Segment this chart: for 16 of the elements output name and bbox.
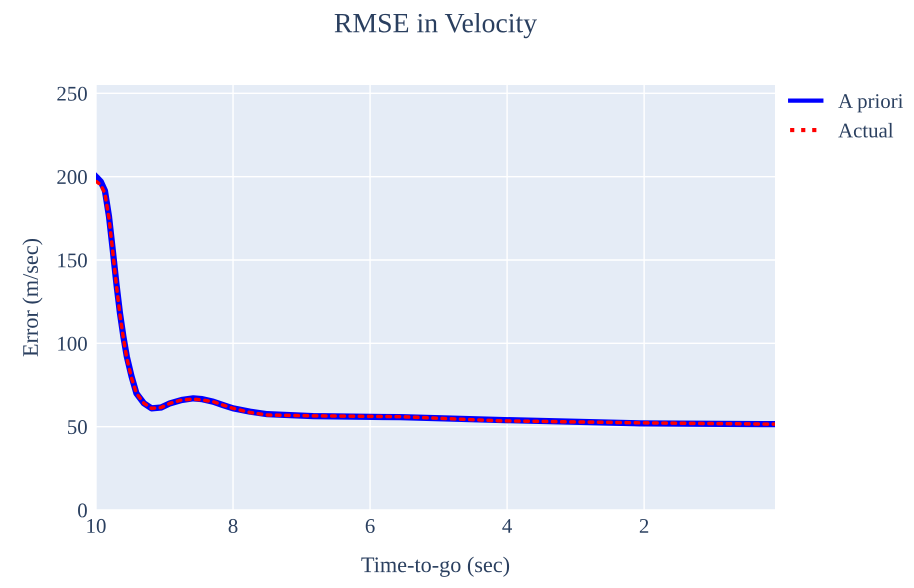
x-tick-label: 8 [228, 518, 238, 533]
x-tick-label: 10 [87, 518, 106, 533]
legend-label: Actual [838, 122, 894, 138]
chart-title: RMSE in Velocity [334, 12, 537, 38]
y-tick-label: 100 [58, 336, 87, 351]
x-tick-label: 4 [502, 519, 512, 533]
x-tick-label: 2 [640, 518, 648, 533]
y-tick-label: 250 [57, 86, 87, 101]
x-axis-title: Time-to-go (sec) [361, 556, 510, 577]
y-tick-label: 50 [68, 420, 87, 434]
legend-label: A priori [838, 94, 904, 112]
x-tick-label: 6 [366, 518, 375, 533]
y-axis-title: Error (m/sec) [22, 238, 43, 356]
y-tick-label: 200 [57, 170, 87, 184]
y-tick-label: 0 [78, 503, 87, 518]
y-tick-label: 150 [58, 253, 87, 268]
